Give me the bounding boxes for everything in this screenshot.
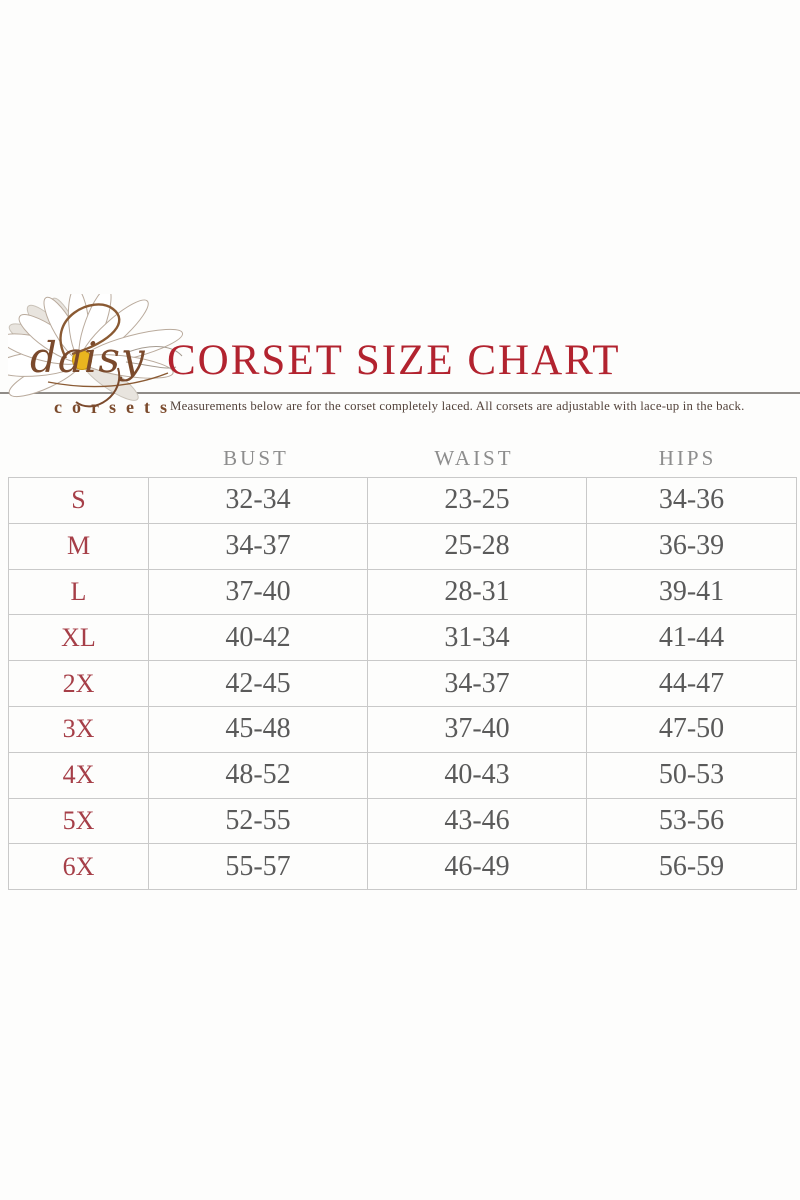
page-title: CORSET SIZE CHART xyxy=(167,337,621,384)
measurement-cell: 43-46 xyxy=(367,797,587,845)
measurement-cell: 36-39 xyxy=(586,522,797,570)
size-label-cell: 3X xyxy=(8,705,149,753)
size-table-body: S 32-34 23-25 34-36 M 34-37 25-28 36-39 L 37-40 28… xyxy=(8,477,797,891)
size-table: S 32-34 23-25 34-36 M 34-37 25-28 36-39 L 37-40 28… xyxy=(8,477,797,891)
measurement-cell: 39-41 xyxy=(586,568,797,616)
column-header-hips: HIPS xyxy=(658,446,717,470)
size-label-cell: 4X xyxy=(8,751,149,799)
measurement-cell: 56-59 xyxy=(586,843,797,891)
table-row: 6X 55-57 46-49 56-59 xyxy=(8,843,797,891)
measurement-cell: 40-42 xyxy=(148,614,368,662)
column-headers-row: BUST WAIST HIPS xyxy=(8,446,792,471)
measurement-cell: 52-55 xyxy=(148,797,368,845)
daisy-corsets-logo: daisy corsets xyxy=(8,294,208,429)
column-header-bust: BUST xyxy=(223,446,289,470)
measurement-cell: 34-37 xyxy=(367,660,587,707)
measurement-cell: 34-37 xyxy=(148,522,368,570)
daisy-flower-icon: daisy xyxy=(8,294,184,408)
measurement-cell: 23-25 xyxy=(367,477,587,524)
measurement-cell: 45-48 xyxy=(148,705,368,753)
measurement-cell: 47-50 xyxy=(586,705,797,753)
table-row: XL 40-42 31-34 41-44 xyxy=(8,614,797,662)
measurement-cell: 31-34 xyxy=(367,614,587,662)
measurement-cell: 55-57 xyxy=(148,843,368,891)
measurement-cell: 34-36 xyxy=(586,477,797,524)
size-label-cell: L xyxy=(8,568,149,616)
table-row: 5X 52-55 43-46 53-56 xyxy=(8,797,797,845)
logo-script-text: daisy xyxy=(30,333,146,382)
size-label-cell: XL xyxy=(8,614,149,662)
measurement-cell: 50-53 xyxy=(586,751,797,799)
column-header-size xyxy=(8,446,147,471)
measurement-cell: 44-47 xyxy=(586,660,797,707)
table-row: 3X 45-48 37-40 47-50 xyxy=(8,705,797,753)
measurement-cell: 28-31 xyxy=(367,568,587,616)
measurement-cell: 42-45 xyxy=(148,660,368,707)
measurement-cell: 37-40 xyxy=(148,568,368,616)
measurement-cell: 53-56 xyxy=(586,797,797,845)
size-label-cell: M xyxy=(8,522,149,570)
table-row: L 37-40 28-31 39-41 xyxy=(8,568,797,616)
header-divider-line xyxy=(0,392,800,394)
measurement-cell: 41-44 xyxy=(586,614,797,662)
size-label-cell: 6X xyxy=(8,843,149,891)
table-row: S 32-34 23-25 34-36 xyxy=(8,477,797,524)
logo-corsets-text: corsets xyxy=(54,397,177,417)
measurement-cell: 25-28 xyxy=(367,522,587,570)
column-header-waist: WAIST xyxy=(434,446,514,470)
measurement-cell: 46-49 xyxy=(367,843,587,891)
table-row: 2X 42-45 34-37 44-47 xyxy=(8,660,797,707)
size-label-cell: 5X xyxy=(8,797,149,845)
measurement-cell: 40-43 xyxy=(367,751,587,799)
measurement-cell: 48-52 xyxy=(148,751,368,799)
size-label-cell: 2X xyxy=(8,660,149,707)
size-label-cell: S xyxy=(8,477,149,524)
table-row: M 34-37 25-28 36-39 xyxy=(8,522,797,570)
subtitle-text: Measurements below are for the corset co… xyxy=(170,399,745,413)
table-row: 4X 48-52 40-43 50-53 xyxy=(8,751,797,799)
measurement-cell: 37-40 xyxy=(367,705,587,753)
measurement-cell: 32-34 xyxy=(148,477,368,524)
